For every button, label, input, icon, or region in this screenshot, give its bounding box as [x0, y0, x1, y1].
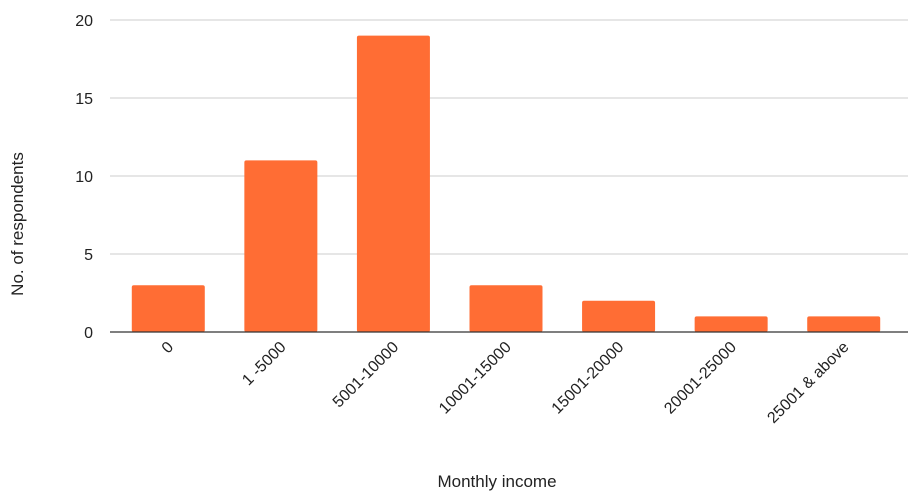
y-tick-labels: 0 5 10 15 20: [75, 13, 93, 342]
y-tick-label: 0: [84, 325, 93, 342]
bar: [582, 300, 656, 332]
x-tick-label: 5001-10000: [330, 339, 402, 411]
x-tick-label: 10001-15000: [436, 339, 515, 418]
bar: [244, 160, 318, 332]
x-axis-title: Monthly income: [437, 472, 556, 491]
bar: [469, 285, 543, 332]
y-tick-label: 10: [75, 169, 93, 186]
x-tick-label: 25001 & above: [764, 339, 852, 427]
bar: [131, 285, 205, 332]
x-tick-labels: 0 1 -5000 5001-10000 10001-15000 15001-20000…: [159, 339, 853, 427]
y-tick-label: 5: [84, 247, 93, 264]
x-tick-label: 1 -5000: [239, 339, 289, 389]
bar: [694, 316, 768, 332]
x-tick-label: 20001-25000: [661, 339, 740, 418]
gridlines: [110, 19, 908, 255]
bar: [356, 35, 430, 332]
x-tick-label: 0: [159, 339, 177, 357]
y-tick-label: 20: [75, 13, 93, 30]
y-tick-label: 15: [75, 91, 93, 108]
bars: [131, 35, 881, 332]
bar: [807, 316, 881, 332]
y-axis-title: No. of respondents: [8, 152, 27, 296]
x-tick-label: 15001-20000: [549, 339, 628, 418]
